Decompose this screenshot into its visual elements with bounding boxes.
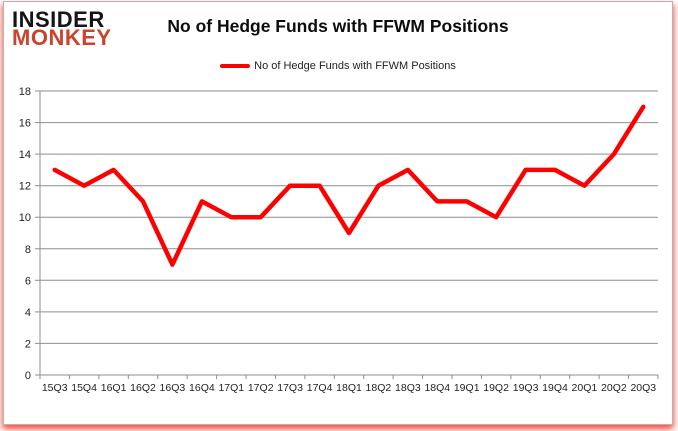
svg-text:18Q2: 18Q2 (366, 382, 392, 394)
svg-text:16Q4: 16Q4 (189, 382, 215, 394)
svg-text:15Q4: 15Q4 (71, 382, 97, 394)
svg-text:16Q2: 16Q2 (130, 382, 156, 394)
svg-text:20Q3: 20Q3 (630, 382, 656, 394)
svg-text:19Q3: 19Q3 (513, 382, 539, 394)
svg-text:17Q2: 17Q2 (248, 382, 274, 394)
chart-title: No of Hedge Funds with FFWM Positions (167, 16, 509, 36)
svg-text:18Q4: 18Q4 (424, 382, 450, 394)
logo-insider-text: INSIDER (12, 7, 105, 32)
chart-card: INSIDER MONKEY No of Hedge Funds with FF… (3, 1, 673, 425)
svg-text:15Q3: 15Q3 (42, 382, 68, 394)
logo-monkey-text: MONKEY (12, 25, 112, 50)
svg-text:16: 16 (19, 118, 31, 130)
svg-text:0: 0 (25, 370, 31, 382)
svg-text:17Q3: 17Q3 (277, 382, 303, 394)
x-axis-labels: 15Q3 15Q4 16Q1 16Q2 16Q3 16Q4 17Q1 17Q2 17Q3 17Q4… (42, 382, 656, 394)
x-tick-marks (39, 375, 659, 379)
svg-text:17Q4: 17Q4 (307, 382, 333, 394)
legend-line-swatch-icon (220, 64, 251, 68)
svg-text:19Q1: 19Q1 (454, 382, 480, 394)
svg-text:2: 2 (25, 338, 31, 350)
svg-text:17Q1: 17Q1 (218, 382, 244, 394)
svg-text:19Q4: 19Q4 (542, 382, 568, 394)
svg-text:19Q2: 19Q2 (483, 382, 509, 394)
svg-text:10: 10 (19, 212, 31, 224)
legend-label: No of Hedge Funds with FFWM Positions (254, 60, 456, 72)
svg-text:18Q3: 18Q3 (395, 382, 421, 394)
y-gridlines-and-labels: 0 2 4 6 8 10 12 14 16 18 (19, 86, 658, 382)
series-line (52, 104, 646, 267)
svg-text:20Q2: 20Q2 (601, 382, 627, 394)
svg-text:16Q3: 16Q3 (160, 382, 186, 394)
svg-text:6: 6 (25, 275, 31, 287)
svg-text:16Q1: 16Q1 (101, 382, 127, 394)
svg-text:4: 4 (25, 307, 31, 319)
svg-text:20Q1: 20Q1 (572, 382, 598, 394)
svg-text:14: 14 (19, 149, 31, 161)
svg-text:8: 8 (25, 244, 31, 256)
chart-legend: No of Hedge Funds with FFWM Positions (4, 60, 672, 72)
insider-monkey-logo: INSIDER MONKEY (12, 7, 112, 50)
svg-text:18: 18 (19, 86, 31, 98)
svg-text:18Q1: 18Q1 (336, 382, 362, 394)
svg-text:12: 12 (19, 181, 31, 193)
